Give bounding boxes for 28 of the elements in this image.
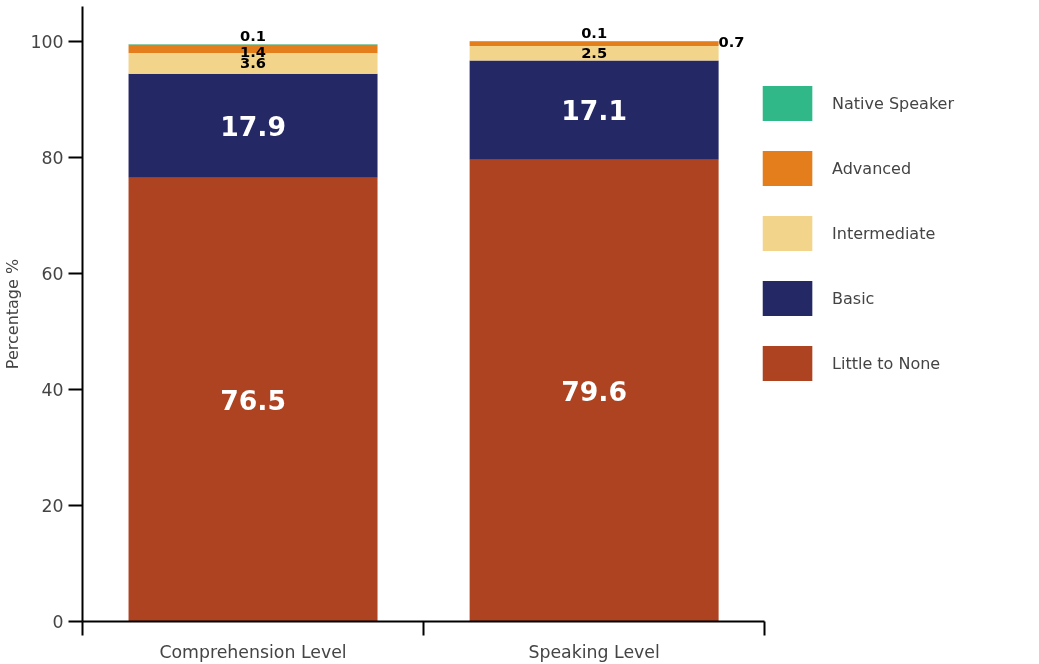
- y-tick-label: 60: [41, 263, 64, 284]
- legend-label: Intermediate: [832, 223, 936, 243]
- y-tick-label: 40: [41, 379, 64, 400]
- x-tick-label: Comprehension Level: [159, 641, 347, 662]
- y-tick-label: 100: [30, 31, 64, 52]
- bar: [469, 45, 719, 61]
- legend-label: Little to None: [832, 353, 941, 373]
- bar: [469, 60, 719, 160]
- data-label: 79.6: [561, 375, 628, 407]
- bar: [469, 41, 719, 46]
- y-tick-label: 80: [41, 147, 64, 168]
- y-axis-title: Percentage %: [3, 258, 23, 370]
- data-label: 0.1: [240, 27, 267, 45]
- data-label: 17.1: [561, 95, 628, 127]
- legend-label: Advanced: [832, 158, 912, 178]
- data-label: 17.9: [220, 110, 286, 142]
- y-tick-label: 20: [41, 495, 64, 516]
- data-label: 0.7: [718, 32, 745, 50]
- bar: [128, 177, 378, 622]
- data-label: 76.5: [220, 384, 286, 416]
- data-label: 0.1: [581, 24, 608, 42]
- data-label: 2.5: [581, 44, 608, 62]
- y-tick-label: 0: [52, 612, 64, 632]
- bar: [469, 159, 719, 622]
- legend-label: Basic: [832, 288, 875, 308]
- x-tick-label: Speaking Level: [528, 641, 660, 662]
- bar: [128, 73, 378, 178]
- legend-label: Native Speaker: [832, 93, 954, 113]
